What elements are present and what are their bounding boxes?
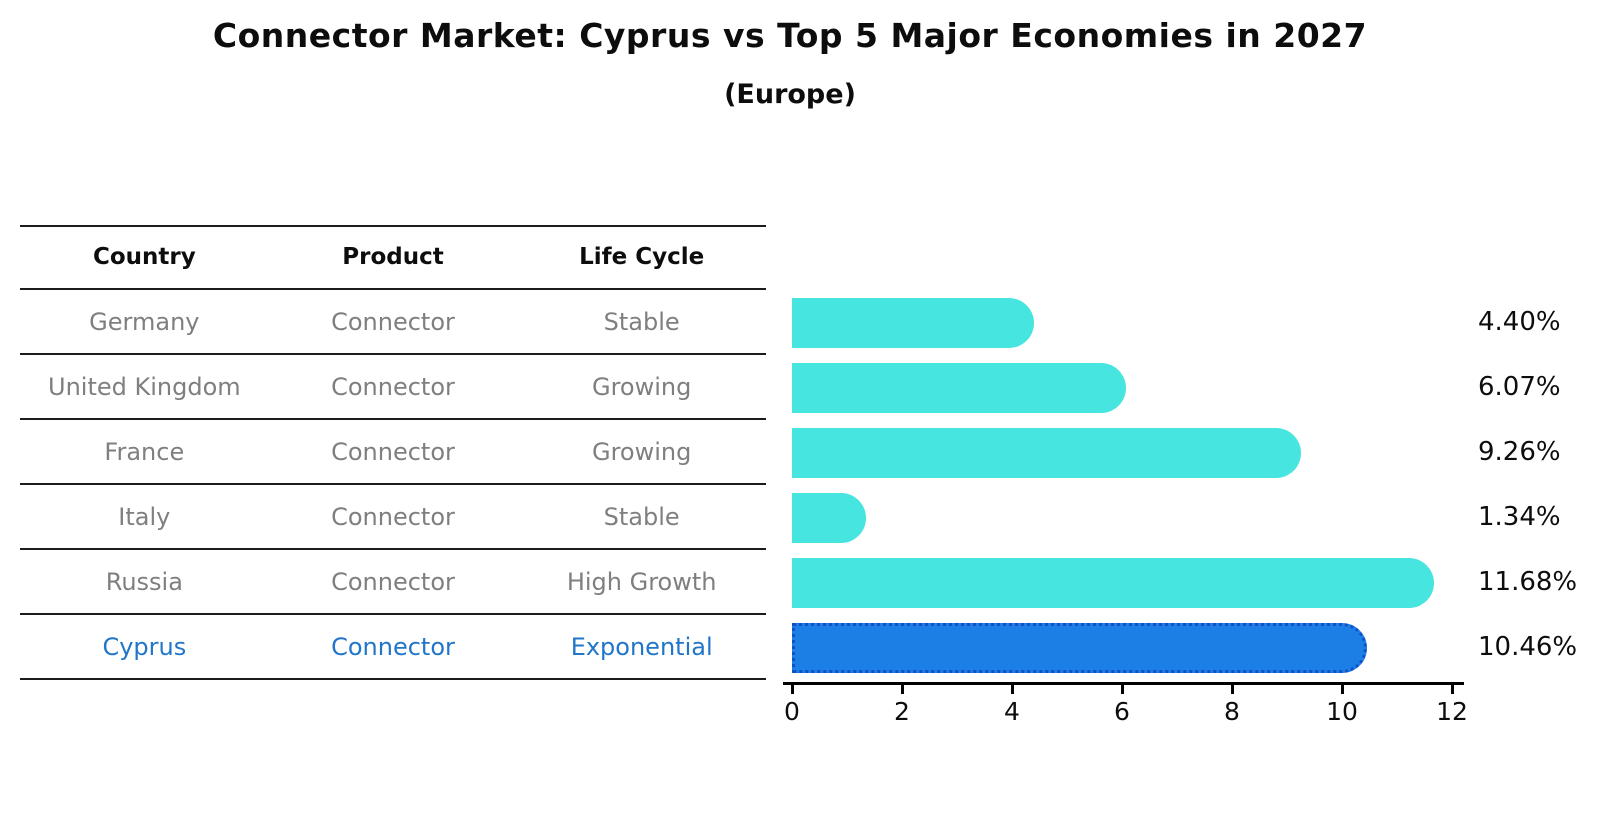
value-label: 6.07%	[1478, 372, 1561, 402]
chart-title: Connector Market: Cyprus vs Top 5 Major …	[212, 16, 1368, 55]
x-axis-tick	[1450, 685, 1454, 694]
column-header-country: Country	[92, 244, 196, 270]
lifecycle-cell: Stable	[603, 307, 680, 336]
column-header-lifecycle: Life Cycle	[579, 244, 705, 270]
x-axis-tick	[1340, 685, 1344, 694]
x-axis-tick	[1120, 685, 1124, 694]
column-header-product: Product	[342, 244, 444, 270]
x-axis-tick	[900, 685, 904, 694]
table-row: France Connector Growing	[20, 420, 766, 485]
value-label: 11.68%	[1478, 567, 1578, 597]
lifecycle-cell: Exponential	[570, 632, 713, 661]
lifecycle-cell: High Growth	[566, 567, 717, 596]
table-row: Germany Connector Stable	[20, 290, 766, 355]
x-axis-tick	[790, 685, 794, 694]
lifecycle-cell: Growing	[591, 437, 692, 466]
product-cell: Connector	[331, 632, 455, 661]
x-axis-tick	[1010, 685, 1014, 694]
country-cell: Germany	[89, 307, 200, 336]
x-axis-tick-label: 12	[1436, 697, 1468, 726]
bar-cyprus	[792, 622, 1368, 673]
x-axis-tick-label: 8	[1224, 697, 1240, 726]
value-label: 10.46%	[1478, 632, 1578, 662]
bar-france	[792, 427, 1302, 478]
x-axis-tick-label: 2	[894, 697, 910, 726]
bar-united-kingdom	[792, 362, 1126, 413]
country-cell: France	[104, 437, 185, 466]
x-axis-tick-label: 4	[1004, 697, 1020, 726]
table-row: Italy Connector Stable	[20, 485, 766, 550]
value-label: 1.34%	[1478, 502, 1561, 532]
chart-subtitle: (Europe)	[724, 79, 856, 110]
value-label: 9.26%	[1478, 437, 1561, 467]
bar-italy	[792, 492, 866, 543]
table-header-row: Country Product Life Cycle	[20, 225, 766, 290]
product-cell: Connector	[331, 372, 455, 401]
product-cell: Connector	[331, 307, 455, 336]
bar-germany	[792, 297, 1034, 348]
x-axis-tick-label: 6	[1114, 697, 1130, 726]
x-axis-tick-label: 10	[1326, 697, 1358, 726]
lifecycle-cell: Stable	[603, 502, 680, 531]
table-row: United Kingdom Connector Growing	[20, 355, 766, 420]
product-cell: Connector	[331, 502, 455, 531]
bar-russia	[792, 557, 1435, 608]
country-table: Country Product Life Cycle Germany Conne…	[20, 225, 766, 680]
x-axis-line	[783, 682, 1464, 685]
value-label: 4.40%	[1478, 307, 1561, 337]
lifecycle-cell: Growing	[591, 372, 692, 401]
country-cell: Russia	[105, 567, 183, 596]
country-cell: Cyprus	[102, 632, 187, 661]
table-row-cyprus: Cyprus Connector Exponential	[20, 615, 766, 680]
country-cell: United Kingdom	[48, 372, 241, 401]
country-cell: Italy	[118, 502, 171, 531]
x-axis-tick	[1230, 685, 1234, 694]
table-row: Russia Connector High Growth	[20, 550, 766, 615]
x-axis-tick-label: 0	[784, 697, 800, 726]
product-cell: Connector	[331, 437, 455, 466]
product-cell: Connector	[331, 567, 455, 596]
